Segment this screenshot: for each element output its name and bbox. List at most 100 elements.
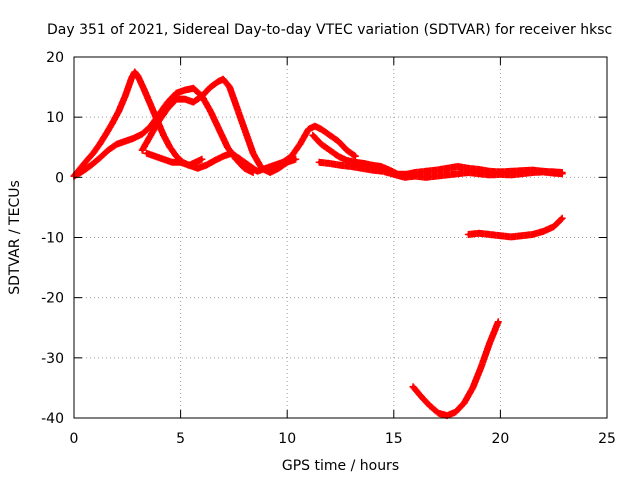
data-point (153, 154, 157, 158)
data-point (132, 136, 136, 140)
data-point (221, 154, 225, 158)
data-point (110, 121, 114, 125)
data-point (319, 142, 323, 146)
data-point (191, 100, 195, 104)
data-point (360, 166, 364, 170)
chart-title: Day 351 of 2021, Sidereal Day-to-day VTE… (47, 22, 612, 38)
data-point (251, 151, 255, 155)
data-point (454, 410, 458, 414)
data-point (471, 386, 475, 390)
x-tick-label: 10 (278, 431, 296, 447)
ticks: 0 5 10 15 20 25 -40 -30 -20 -10 0 10 20 (41, 50, 616, 447)
data-point (541, 230, 545, 233)
series-track-d (143, 122, 359, 175)
data-point (162, 133, 165, 137)
data-point (191, 86, 195, 90)
data-point (217, 127, 221, 131)
data-point (411, 385, 415, 389)
data-point (392, 172, 396, 176)
data-point (117, 109, 121, 113)
data-point (104, 132, 108, 136)
data-point (349, 165, 353, 168)
data-point (234, 103, 238, 107)
data-point (509, 173, 513, 177)
data-point (290, 154, 293, 158)
data-point (230, 151, 234, 155)
data-point (226, 145, 229, 149)
data-point (466, 171, 470, 174)
data-point (170, 160, 174, 164)
series-track-g (464, 214, 566, 241)
data-point (196, 166, 200, 170)
y-tick-label: 0 (55, 170, 64, 186)
data-point (488, 341, 492, 345)
data-point (168, 145, 172, 149)
data-point (123, 94, 127, 98)
data-point (204, 163, 208, 167)
data-point (313, 124, 317, 128)
data-point (142, 88, 146, 92)
data-point (479, 365, 483, 369)
data-point (264, 166, 268, 170)
data-point (488, 233, 492, 236)
data-point (183, 88, 187, 92)
data-point (85, 159, 89, 162)
data-point (136, 74, 140, 78)
series-markers (464, 214, 566, 241)
data-point (133, 70, 137, 74)
data-point (445, 414, 449, 418)
data-point (166, 106, 170, 110)
data-point (162, 157, 165, 161)
y-tick-label: 10 (46, 110, 64, 126)
data-point (91, 151, 95, 155)
data-point (311, 133, 315, 137)
data-point (166, 100, 170, 104)
data-point (445, 166, 449, 170)
data-point (217, 79, 221, 83)
y-tick-label: -10 (41, 231, 64, 247)
data-point (379, 165, 383, 168)
x-axis-label: GPS time / hours (282, 458, 399, 474)
series-track-h (409, 318, 502, 420)
data-point (140, 132, 144, 136)
data-point (477, 231, 481, 235)
data-point (179, 160, 183, 164)
data-point (437, 411, 441, 415)
data-point (228, 85, 232, 89)
data-point (208, 85, 212, 89)
data-point (174, 91, 178, 95)
y-tick-label: 20 (46, 50, 64, 66)
data-point (530, 233, 534, 236)
data-point (307, 127, 310, 131)
x-tick-label: 25 (598, 431, 616, 447)
data-point (520, 172, 524, 176)
data-point (462, 401, 466, 405)
data-point (498, 234, 502, 238)
data-point (298, 142, 302, 146)
data-point (541, 170, 545, 174)
x-tick-label: 5 (176, 431, 185, 447)
data-point (466, 233, 470, 236)
data-point (98, 142, 102, 146)
data-point (89, 163, 93, 167)
data-point (434, 168, 438, 172)
data-point (319, 127, 323, 131)
data-point (243, 166, 247, 170)
x-tick-label: 15 (385, 431, 403, 447)
data-point (213, 159, 217, 162)
data-point (174, 154, 178, 158)
data-point (208, 109, 212, 113)
x-tick-label: 20 (491, 431, 509, 447)
data-point (81, 169, 84, 173)
data-point (140, 148, 144, 152)
data-point (498, 172, 502, 176)
data-point (445, 173, 449, 177)
series-markers (409, 318, 502, 420)
data-point (123, 139, 127, 143)
data-point (353, 160, 357, 164)
x-tick-label: 0 (70, 431, 79, 447)
data-point (157, 118, 161, 122)
data-point (328, 133, 332, 137)
data-point (183, 97, 187, 101)
